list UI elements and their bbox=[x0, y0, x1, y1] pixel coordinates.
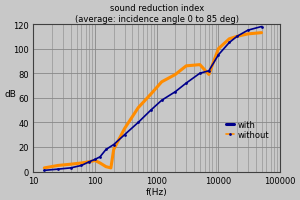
Legend: with, without: with, without bbox=[224, 119, 271, 141]
Y-axis label: dB: dB bbox=[4, 89, 16, 98]
X-axis label: f(Hz): f(Hz) bbox=[146, 187, 168, 196]
Title: sound reduction index
(average: incidence angle 0 to 85 deg): sound reduction index (average: incidenc… bbox=[75, 4, 239, 24]
